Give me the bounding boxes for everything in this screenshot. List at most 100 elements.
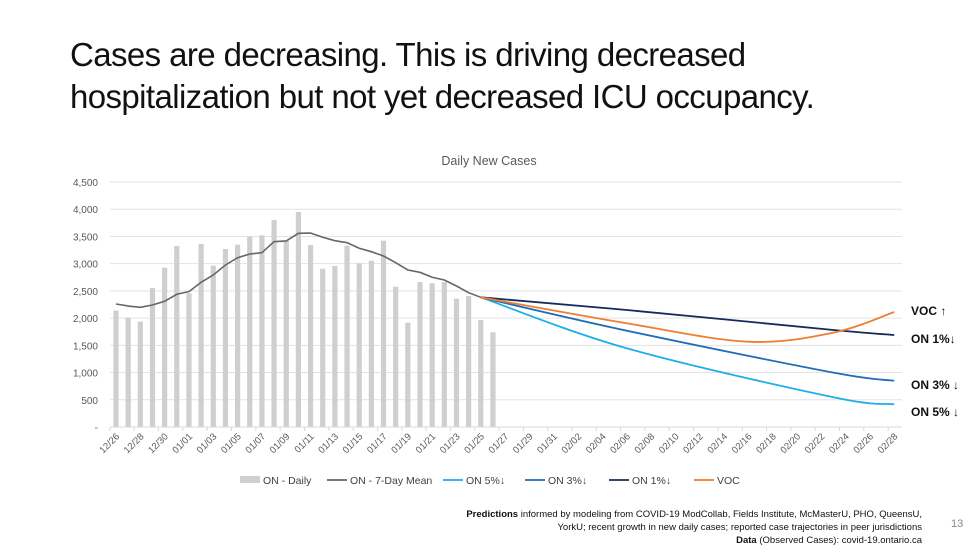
x-tick-label: 02/10 bbox=[657, 431, 682, 456]
legend-label: ON - Daily bbox=[263, 475, 312, 487]
x-tick-label: 02/14 bbox=[706, 431, 731, 456]
line-series bbox=[115, 232, 895, 406]
bar bbox=[466, 296, 472, 427]
x-tick-label: 02/16 bbox=[730, 431, 755, 456]
side-label-on3: ON 3% ↓ bbox=[911, 378, 960, 392]
bar bbox=[210, 265, 216, 427]
bar bbox=[222, 248, 229, 427]
bar bbox=[295, 211, 301, 427]
y-tick-label: 2,000 bbox=[73, 314, 98, 325]
bar bbox=[113, 310, 119, 427]
legend-item-on-7-day-mean: ON - 7-Day Mean bbox=[327, 475, 432, 487]
x-tick-label: 01/21 bbox=[414, 431, 439, 456]
legend-item-on-daily: ON - Daily bbox=[240, 475, 312, 487]
x-axis: 12/26 12/28 12/30 01/01 01/03 01/05 01/07 01/09… bbox=[98, 426, 902, 456]
x-tick-label: 01/23 bbox=[438, 431, 463, 456]
x-tick-label: 02/02 bbox=[560, 431, 585, 456]
y-tick-label: 2,500 bbox=[73, 287, 98, 298]
legend-swatch bbox=[240, 476, 260, 483]
x-tick-label: 02/22 bbox=[803, 431, 828, 456]
bar bbox=[307, 244, 314, 427]
bar-series-on-daily bbox=[113, 211, 496, 427]
line-voc bbox=[480, 296, 895, 343]
legend-item-on-5pct: ON 5%↓ bbox=[443, 475, 505, 487]
y-tick-label: 4,500 bbox=[73, 178, 98, 189]
x-tick-label: 01/29 bbox=[511, 431, 536, 456]
bar bbox=[453, 298, 460, 427]
legend-item-on-3pct: ON 3%↓ bbox=[525, 475, 587, 487]
x-tick-label: 01/13 bbox=[316, 431, 341, 456]
x-tick-label: 01/03 bbox=[195, 431, 220, 456]
bar bbox=[320, 268, 326, 427]
legend-item-on-1pct: ON 1%↓ bbox=[609, 475, 671, 487]
legend-label: ON 5%↓ bbox=[466, 475, 505, 487]
x-tick-label: 02/26 bbox=[851, 431, 876, 456]
y-tick-label: 4,000 bbox=[73, 205, 98, 216]
x-tick-label: 01/05 bbox=[219, 431, 244, 456]
x-tick-label: 02/24 bbox=[827, 431, 852, 456]
slide-title: Cases are decreasing. This is driving de… bbox=[70, 36, 815, 115]
x-tick-label: 01/11 bbox=[293, 431, 317, 455]
x-tick-label: 02/08 bbox=[633, 431, 658, 456]
bar bbox=[429, 283, 435, 427]
y-axis-ticks: - 500 1,000 1,500 2,000 2,500 3,000 3,500 4,000 4… bbox=[73, 178, 98, 434]
y-tick-label: 1,500 bbox=[73, 341, 98, 352]
data-text: (Observed Cases): covid-19.ontario.ca bbox=[756, 535, 922, 546]
bar bbox=[271, 219, 277, 427]
x-tick-label: 01/17 bbox=[365, 431, 390, 456]
bar bbox=[149, 288, 156, 427]
bar bbox=[259, 235, 265, 427]
bar bbox=[247, 236, 253, 427]
bar bbox=[417, 282, 423, 427]
data-label: Data bbox=[736, 535, 757, 546]
legend-label: ON 1%↓ bbox=[632, 475, 671, 487]
x-tick-label: 01/07 bbox=[243, 431, 268, 456]
x-tick-label: 01/15 bbox=[341, 431, 366, 456]
bar bbox=[368, 260, 374, 427]
line-on-3pct bbox=[480, 296, 895, 382]
x-tick-label: 01/27 bbox=[487, 431, 512, 456]
x-tick-label: 12/26 bbox=[98, 431, 123, 456]
line-on-7-day-mean bbox=[115, 232, 482, 309]
x-tick-label: 01/09 bbox=[268, 431, 293, 456]
x-tick-label: 01/01 bbox=[170, 431, 195, 456]
bar bbox=[332, 266, 338, 427]
bar bbox=[393, 286, 399, 427]
x-tick-label: 01/19 bbox=[389, 431, 414, 456]
bar bbox=[137, 321, 143, 427]
side-label-voc: VOC ↑ bbox=[911, 304, 947, 318]
x-tick-label: 02/06 bbox=[608, 431, 633, 456]
x-tick-label: 02/20 bbox=[778, 431, 803, 456]
bar bbox=[174, 245, 180, 427]
chart-title: Daily New Cases bbox=[441, 154, 536, 168]
y-tick-label: - bbox=[95, 423, 98, 434]
side-label-on5: ON 5% ↓ bbox=[911, 405, 960, 419]
bar bbox=[441, 282, 447, 427]
x-tick-label: 02/28 bbox=[876, 431, 901, 456]
bar bbox=[490, 332, 496, 427]
bar bbox=[198, 244, 204, 427]
x-tick-label: 02/04 bbox=[584, 431, 609, 456]
bar bbox=[162, 267, 168, 427]
legend-label: VOC bbox=[717, 475, 740, 487]
legend-label: ON 3%↓ bbox=[548, 475, 587, 487]
x-tick-label: 01/31 bbox=[535, 431, 560, 456]
x-tick-label: 02/12 bbox=[681, 431, 706, 456]
bar bbox=[478, 320, 484, 427]
predictions-text: informed by modeling from COVID-19 ModCo… bbox=[518, 509, 922, 533]
x-tick-label: 12/28 bbox=[122, 431, 147, 456]
bar bbox=[235, 244, 241, 427]
y-tick-label: 1,000 bbox=[73, 369, 98, 380]
chart-legend: ON - Daily ON - 7-Day Mean ON 5%↓ ON 3%↓ ON … bbox=[240, 475, 740, 487]
page-number: 13 bbox=[951, 518, 964, 530]
bar bbox=[283, 240, 289, 427]
x-tick-label: 12/30 bbox=[146, 431, 171, 456]
line-on-1pct bbox=[480, 296, 895, 336]
legend-item-voc: VOC bbox=[694, 475, 740, 487]
x-tick-label: 02/18 bbox=[754, 431, 779, 456]
y-tick-label: 3,000 bbox=[73, 260, 98, 271]
bar bbox=[405, 322, 411, 427]
bar bbox=[344, 245, 350, 427]
bar bbox=[356, 263, 362, 427]
